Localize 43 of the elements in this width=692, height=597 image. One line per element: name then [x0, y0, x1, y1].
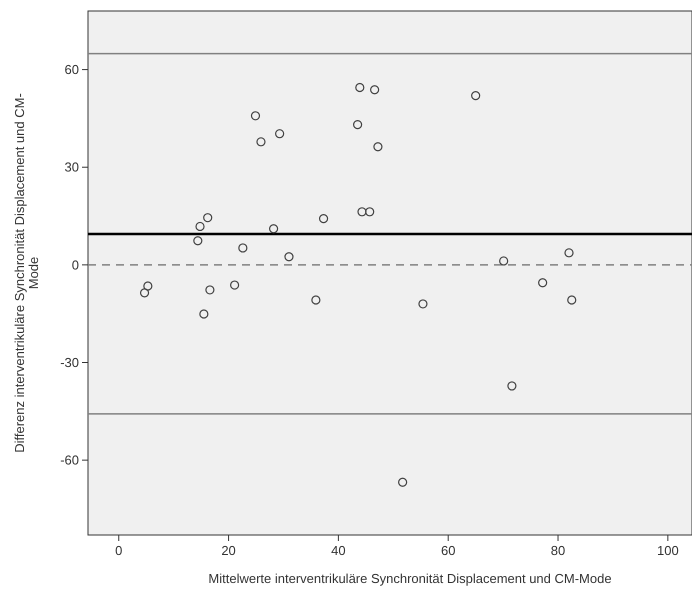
point — [230, 280, 240, 290]
x-axis-title: Mittelwerte interventrikuläre Synchronität Displacement und CM-Mode — [208, 571, 612, 586]
point — [256, 137, 266, 146]
point — [355, 82, 364, 92]
point — [471, 91, 480, 100]
point — [538, 278, 548, 288]
point — [499, 256, 508, 266]
x-tick-label: 100 — [656, 543, 679, 558]
y-tick-label: -30 — [60, 355, 79, 370]
point — [507, 381, 516, 391]
y-tick-label: 30 — [64, 160, 79, 175]
point — [370, 85, 380, 94]
y-axis-title: Differenz interventrikuläre Synchronität Displacement und CM-Mode — [12, 93, 41, 453]
point — [199, 309, 208, 319]
point — [564, 248, 574, 258]
point — [365, 207, 374, 216]
point — [195, 222, 205, 232]
x-tick-label: 60 — [440, 543, 456, 558]
point — [353, 120, 362, 130]
point — [143, 281, 152, 291]
point — [205, 285, 214, 295]
x-tick-label: 80 — [550, 543, 566, 558]
point — [567, 295, 576, 305]
point — [357, 207, 367, 216]
point — [275, 129, 284, 138]
point — [203, 213, 212, 222]
y-tick-label: 0 — [72, 257, 79, 272]
point — [318, 214, 328, 224]
point — [284, 252, 294, 262]
point — [398, 478, 408, 487]
x-tick-label: 0 — [115, 543, 122, 558]
x-tick-label: 20 — [221, 543, 236, 558]
point — [140, 288, 150, 298]
x-tick-label: 40 — [331, 543, 346, 558]
point — [250, 111, 260, 120]
point — [311, 295, 320, 305]
point — [418, 299, 428, 309]
point — [373, 142, 383, 152]
point — [268, 224, 278, 234]
y-tick-label: -60 — [60, 452, 79, 468]
y-tick-label: 60 — [64, 62, 79, 78]
point — [238, 243, 248, 253]
point — [193, 236, 202, 246]
